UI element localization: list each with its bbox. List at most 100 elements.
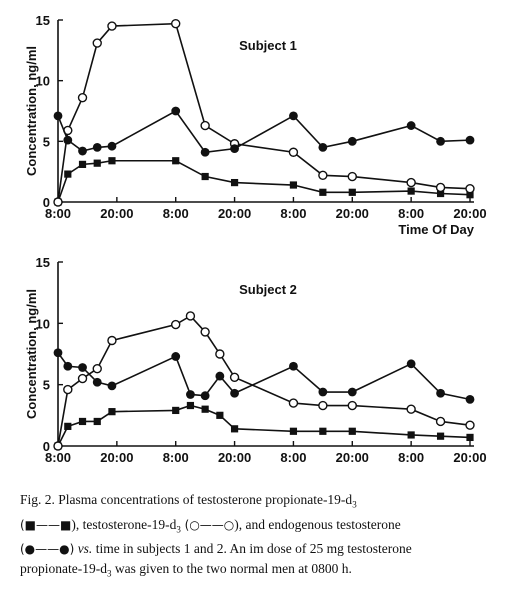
data-point-square xyxy=(319,427,327,435)
data-point-filled-circle xyxy=(406,359,416,369)
x-tick-label: 20:00 xyxy=(453,206,486,221)
data-point-open-circle xyxy=(288,398,299,408)
data-point-filled-circle xyxy=(78,146,87,156)
x-tick-label: 8:00 xyxy=(45,206,71,221)
data-point-square xyxy=(407,431,415,439)
data-point-open-circle xyxy=(92,364,102,374)
x-tick-label: 20:00 xyxy=(100,450,133,465)
x-tick-label: 20:00 xyxy=(453,450,486,465)
x-tick-label: 20:00 xyxy=(218,206,251,221)
data-point-square xyxy=(348,188,356,196)
x-tick-label: 20:00 xyxy=(218,450,251,465)
data-point-square xyxy=(289,427,298,435)
data-point-square xyxy=(436,189,445,198)
data-point-square xyxy=(216,411,224,419)
chart-title: Subject 2 xyxy=(239,282,297,297)
data-point-square xyxy=(466,433,474,442)
data-point-filled-circle xyxy=(171,106,181,116)
data-point-open-circle xyxy=(406,177,416,188)
series-line-filled-circle xyxy=(57,352,471,401)
data-point-filled-circle xyxy=(318,143,328,152)
data-point-square xyxy=(93,417,101,426)
data-point-open-circle xyxy=(347,171,357,182)
data-point-square xyxy=(78,160,87,168)
data-point-filled-circle xyxy=(53,111,63,121)
subscript: 3 xyxy=(106,569,112,580)
caption-line-2: ), testosterone-19-d xyxy=(71,516,177,532)
data-point-open-circle xyxy=(107,21,117,31)
series-line-open-circle xyxy=(57,314,471,447)
series-line-open-circle xyxy=(57,22,471,203)
data-point-filled-circle xyxy=(406,121,416,130)
caption-line-6: was given to the two normal men at 0800 … xyxy=(111,561,352,577)
data-point-open-circle xyxy=(92,38,102,48)
caption-vs: vs. xyxy=(77,541,93,557)
data-point-filled-circle xyxy=(215,371,225,381)
x-tick-label: 8:00 xyxy=(163,450,189,465)
data-point-filled-circle xyxy=(53,348,63,358)
data-point-open-circle xyxy=(77,373,88,384)
data-point-filled-circle xyxy=(107,381,117,391)
data-point-open-circle xyxy=(465,183,475,194)
data-point-filled-circle xyxy=(289,111,298,121)
data-point-filled-circle xyxy=(436,136,445,146)
y-tick-label: 10 xyxy=(36,316,50,331)
data-point-square xyxy=(78,417,87,426)
subscript: 3 xyxy=(352,499,357,510)
data-point-square xyxy=(289,181,298,189)
y-axis-label: Concentration, ng/ml xyxy=(24,289,39,419)
data-point-open-circle xyxy=(53,197,63,207)
data-point-square xyxy=(201,172,209,181)
figure-label: Fig. 2. xyxy=(20,492,55,507)
data-point-filled-circle xyxy=(107,141,117,151)
data-point-filled-circle xyxy=(230,144,239,154)
data-point-filled-circle xyxy=(78,363,87,372)
figure: Subject 1 0 5 10 15 8:00 20:00 8:00 20:00 8:00 20… xyxy=(24,13,487,465)
x-tick-label: 8:00 xyxy=(398,450,424,465)
x-tick-label: 20:00 xyxy=(336,450,369,465)
legend-open-circle: (○——○ xyxy=(180,517,235,532)
y-tick-label: 0 xyxy=(43,195,50,210)
data-point-open-circle xyxy=(107,335,117,346)
y-tick-label: 5 xyxy=(43,134,50,149)
data-point-open-circle xyxy=(465,420,475,430)
x-tick-label: 20:00 xyxy=(336,206,369,221)
y-tick-label: 10 xyxy=(36,74,50,89)
data-point-filled-circle xyxy=(436,388,445,398)
chart-title: Subject 1 xyxy=(239,38,297,53)
data-point-square xyxy=(230,425,239,433)
data-point-open-circle xyxy=(171,319,181,330)
data-point-filled-circle xyxy=(465,394,475,404)
data-point-open-circle xyxy=(77,92,88,103)
chart-subject-1: Subject 1 0 5 10 15 8:00 20:00 8:00 20:00 8:00 20… xyxy=(24,13,487,237)
legend-filled-square: (■——■ xyxy=(20,517,72,532)
data-point-open-circle xyxy=(215,349,225,359)
data-point-square xyxy=(348,427,356,435)
data-point-square xyxy=(436,432,445,440)
data-point-open-circle xyxy=(318,400,328,411)
data-point-open-circle xyxy=(318,170,328,181)
data-point-square xyxy=(186,401,195,410)
data-point-open-circle xyxy=(406,404,416,414)
data-point-square xyxy=(108,157,116,165)
subscript: 3 xyxy=(176,524,181,535)
caption-line-5: propionate-19-d xyxy=(20,561,107,577)
caption-line-4: time in subjects 1 and 2. An im dose of … xyxy=(95,541,412,557)
data-point-open-circle xyxy=(288,147,299,157)
data-point-square xyxy=(466,191,474,199)
data-point-square xyxy=(108,408,116,416)
data-point-open-circle xyxy=(63,384,73,395)
data-point-filled-circle xyxy=(171,352,181,361)
data-point-square xyxy=(172,157,180,165)
data-point-square xyxy=(230,178,239,187)
data-point-open-circle xyxy=(200,327,210,337)
data-point-square xyxy=(64,422,72,430)
data-point-square xyxy=(201,405,209,413)
y-tick-label: 15 xyxy=(36,255,50,270)
data-point-square xyxy=(93,159,101,167)
caption-line-3: ), and endogenous testosterone xyxy=(234,516,401,532)
y-tick-label: 15 xyxy=(36,13,50,28)
data-point-open-circle xyxy=(200,120,210,131)
figure-caption: Fig. 2. Plasma concentrations of testost… xyxy=(20,490,500,584)
caption-line-1: Plasma concentrations of testosterone pr… xyxy=(58,492,353,507)
